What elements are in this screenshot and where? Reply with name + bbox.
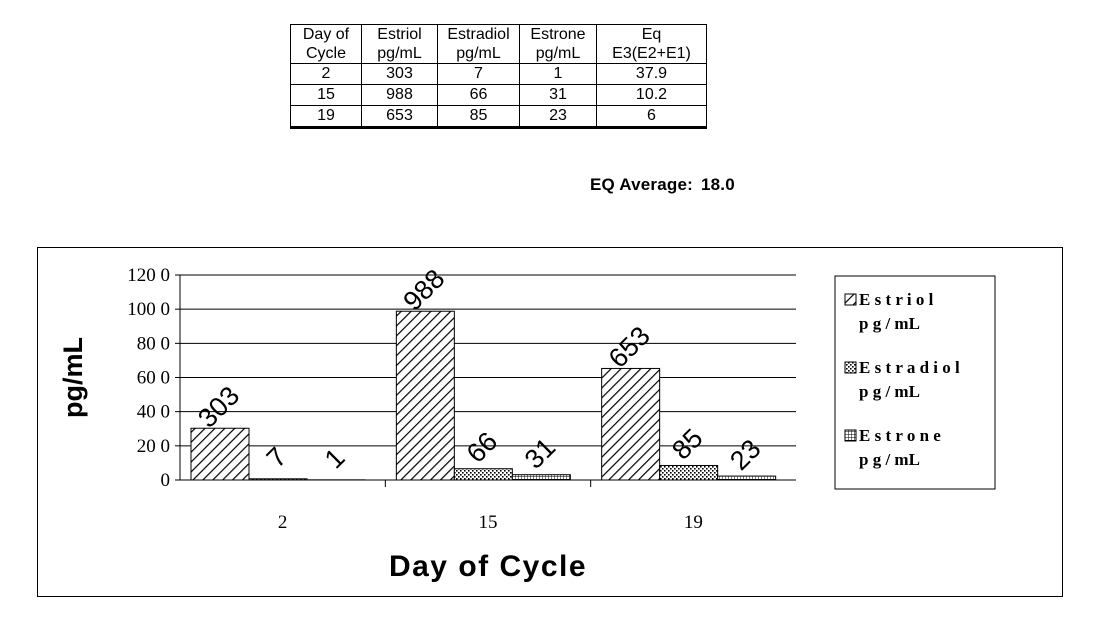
data-label: 653 [603,321,656,374]
data-label: 7 [261,442,293,474]
hormone-table: Day of Estriol Estradiol Estrone Eq Cycl… [290,24,707,129]
table-cell: 31 [519,84,597,106]
bar [190,427,250,481]
eq-average-value: 18.0 [700,175,735,194]
legend-label: p g / mL [859,314,920,333]
table-cell: 6 [596,105,707,129]
table-header-cell: pg/mL [361,44,438,64]
data-label: 988 [397,263,450,316]
y-tick-label: 40 0 [137,402,170,423]
table-cell: 66 [437,84,520,106]
chart-frame: 0 20 0 40 0 60 0 80 0 100 0 120 0 2 15 19 Day of C… [37,247,1063,597]
y-tick-label: 60 0 [137,368,170,389]
legend-label: p g / mL [859,382,920,401]
y-tick-label: 80 0 [137,333,170,354]
data-label: 303 [192,380,245,433]
legend-swatch [844,429,857,442]
bar-chart: 0 20 0 40 0 60 0 80 0 100 0 120 0 2 15 19 Day of C… [58,263,996,583]
legend-label: E s t r i o l [859,290,934,309]
table-header-cell: pg/mL [519,44,597,64]
legend-box [834,275,996,490]
x-tick-label: 2 [278,512,288,533]
table-cell: 85 [437,105,520,129]
data-label: 23 [724,434,766,476]
y-axis-title: pg/mL [58,337,88,418]
table-cell: 37.9 [596,63,707,85]
y-tick-label: 0 [161,470,171,491]
eq-average-label: EQ Average: [590,175,693,194]
y-tick-label: 20 0 [137,436,170,457]
table-header-row: Cycle pg/mL pg/mL pg/mL E3(E2+E1) [290,44,707,64]
eq-average: EQ Average: 18.0 [590,175,735,195]
table-header-cell: pg/mL [437,44,520,64]
bar [659,464,719,481]
table-cell: 15 [290,84,362,106]
table-header-cell: Eq [596,24,707,44]
data-label: 31 [519,432,561,474]
data-label: 66 [461,426,503,468]
bar [511,474,571,481]
bar [395,310,455,481]
table-cell: 10.2 [596,84,707,106]
table-cell: 2 [290,63,362,85]
bar [601,367,661,481]
legend-swatch [844,361,857,374]
table-header-row: Day of Estriol Estradiol Estrone Eq [290,24,707,44]
table-header-cell: Estriol [361,24,438,44]
table-cell: 988 [361,84,438,106]
legend-swatch [844,293,857,306]
table-cell: 303 [361,63,438,85]
table-cell: 1 [519,63,597,85]
legend-label: E s t r o n e [859,426,941,445]
data-label: 85 [666,423,708,465]
x-tick-label: 15 [479,512,498,533]
table-cell: 653 [361,105,438,129]
table-header-cell: Estradiol [437,24,520,44]
legend-label: E s t r a d i o l [859,358,960,377]
y-tick-label: 100 0 [127,299,170,320]
table-cell: 7 [437,63,520,85]
data-label: 1 [319,443,351,475]
bar [453,468,513,481]
table-cell: 23 [519,105,597,129]
bar [717,475,777,481]
table-row: 2 303 7 1 37.9 [290,63,707,85]
y-tick-label: 120 0 [127,265,170,286]
table-row: 15 988 66 31 10.2 [290,84,707,106]
table-row: 19 653 85 23 6 [290,105,707,129]
x-tick-label: 19 [684,512,703,533]
x-axis-title: Day of Cycle [389,550,587,583]
table-header-cell: Day of [290,24,362,44]
legend-label: p g / mL [859,450,920,469]
table-cell: 19 [290,105,362,129]
table-header-cell: Estrone [519,24,597,44]
table-header-cell: E3(E2+E1) [596,44,707,64]
table-header-cell: Cycle [290,44,362,64]
